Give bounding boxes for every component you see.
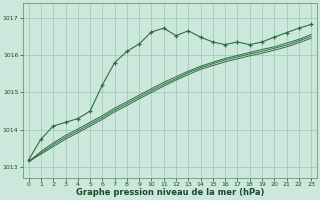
X-axis label: Graphe pression niveau de la mer (hPa): Graphe pression niveau de la mer (hPa) (76, 188, 264, 197)
